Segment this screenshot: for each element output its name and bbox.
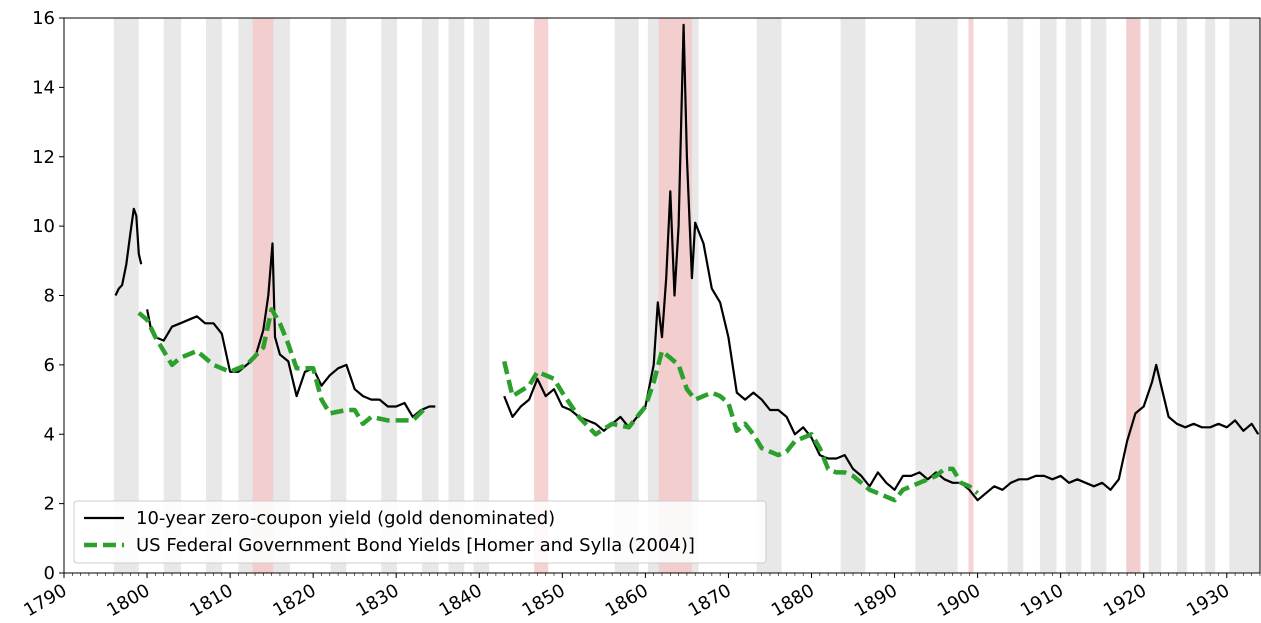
war-band: [534, 18, 549, 573]
series-line: [137, 307, 980, 503]
y-tick-label: 10: [32, 216, 55, 237]
y-tick-label: 8: [44, 286, 55, 307]
recession-band: [1039, 18, 1057, 573]
recession-band: [1205, 18, 1216, 573]
x-tick-label: 1810: [186, 580, 236, 621]
x-tick-label: 1890: [851, 580, 901, 621]
recession-band: [206, 18, 222, 573]
recession-band: [1176, 18, 1187, 573]
war-band: [968, 18, 974, 573]
x-tick-label: 1800: [103, 580, 153, 621]
x-tick-label: 1880: [768, 580, 818, 621]
x-tick-label: 1900: [934, 580, 984, 621]
y-tick-label: 14: [32, 77, 55, 98]
recession-band: [163, 18, 182, 573]
y-tick-label: 16: [32, 8, 55, 29]
war-band: [252, 18, 274, 573]
x-tick-label: 1850: [519, 580, 569, 621]
recession-band: [381, 18, 398, 573]
y-tick-label: 4: [44, 424, 55, 445]
x-tick-label: 1840: [436, 580, 486, 621]
recession-band: [1229, 18, 1260, 573]
recession-band: [1007, 18, 1024, 573]
war-band: [1126, 18, 1141, 573]
y-tick-label: 12: [32, 147, 55, 168]
recession-band: [614, 18, 639, 573]
recession-band: [840, 18, 866, 573]
recession-band: [113, 18, 139, 573]
x-tick-label: 1930: [1183, 580, 1233, 621]
recession-band: [756, 18, 782, 573]
recession-band: [330, 18, 347, 573]
x-tick-label: 1870: [685, 580, 735, 621]
recession-band: [473, 18, 490, 573]
legend-box: [73, 500, 767, 564]
legend-label: US Federal Government Bond Yields [Homer…: [136, 535, 695, 556]
recession-band: [915, 18, 958, 573]
y-tick-label: 6: [44, 355, 55, 376]
x-tick-label: 1860: [602, 580, 652, 621]
recession-band: [1065, 18, 1082, 573]
recession-band: [421, 18, 439, 573]
recession-band: [448, 18, 465, 573]
y-tick-label: 2: [44, 494, 55, 515]
legend-label: 10-year zero-coupon yield (gold denomina…: [136, 508, 555, 529]
x-tick-label: 1820: [269, 580, 319, 621]
x-tick-label: 1910: [1017, 580, 1067, 621]
y-tick-label: 0: [44, 563, 55, 584]
recession-band: [1090, 18, 1107, 573]
x-tick-label: 1830: [353, 580, 403, 621]
x-tick-label: 1920: [1100, 580, 1150, 621]
recession-band: [1148, 18, 1162, 573]
x-tick-label: 1790: [20, 580, 70, 621]
